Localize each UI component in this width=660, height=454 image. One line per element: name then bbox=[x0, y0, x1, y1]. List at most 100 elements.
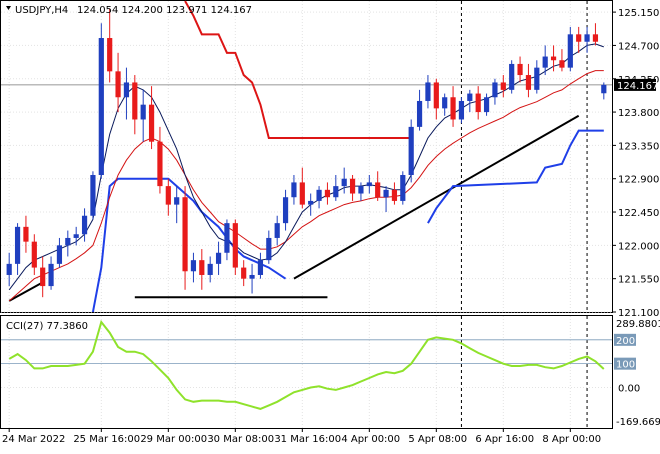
collapse-triangle-icon[interactable] bbox=[6, 6, 11, 10]
candle bbox=[56, 237, 63, 268]
candle-body bbox=[98, 38, 104, 176]
candle bbox=[400, 171, 406, 205]
candle bbox=[450, 86, 456, 127]
candle-body bbox=[450, 97, 456, 120]
candle-body bbox=[123, 82, 130, 98]
candle bbox=[542, 45, 548, 76]
price-tick-label: 124.700 bbox=[618, 41, 659, 52]
candle bbox=[107, 8, 113, 83]
candle bbox=[73, 226, 79, 246]
candle-body bbox=[483, 97, 490, 113]
candle-body bbox=[567, 34, 573, 68]
candle-body bbox=[165, 186, 171, 205]
cci-layer bbox=[1, 319, 612, 410]
candle bbox=[576, 26, 582, 53]
price-tick-label: 121.100 bbox=[618, 308, 659, 319]
candle bbox=[601, 82, 607, 100]
candle bbox=[98, 23, 104, 179]
candle bbox=[31, 234, 37, 275]
candle bbox=[190, 252, 197, 283]
cci-level-label: 100 bbox=[616, 360, 635, 371]
candle bbox=[567, 26, 573, 72]
cci-line bbox=[8, 319, 605, 410]
candle-body bbox=[584, 34, 590, 42]
candle-body bbox=[215, 252, 222, 264]
price-tick-label: 123.800 bbox=[618, 108, 659, 119]
candle-body bbox=[349, 178, 356, 194]
candle bbox=[291, 175, 297, 205]
candle-body bbox=[241, 267, 247, 279]
candle bbox=[366, 175, 372, 194]
candle-body bbox=[534, 67, 540, 90]
time-tick-label: 30 Mar 08:00 bbox=[207, 434, 274, 445]
candle-body bbox=[40, 267, 46, 287]
candle bbox=[442, 93, 448, 116]
candle-body bbox=[517, 63, 523, 76]
candle-body bbox=[525, 75, 532, 90]
cci-level-label: 0.00 bbox=[618, 383, 640, 394]
cci-level-label: 200 bbox=[616, 336, 635, 347]
candle-body bbox=[299, 182, 305, 205]
price-tick-label: 125.150 bbox=[618, 8, 659, 19]
candle bbox=[81, 208, 88, 242]
candle-body bbox=[458, 100, 465, 120]
candle bbox=[174, 186, 180, 224]
candle bbox=[375, 171, 381, 201]
candle bbox=[349, 175, 356, 201]
cci-bottom-label: -169.6698 bbox=[616, 417, 660, 428]
candle bbox=[249, 263, 255, 294]
candle-body bbox=[576, 34, 582, 42]
candle bbox=[467, 89, 473, 113]
candle-body bbox=[559, 60, 565, 68]
candle bbox=[274, 215, 280, 246]
candle bbox=[90, 171, 96, 220]
candle bbox=[266, 230, 272, 264]
candle-body bbox=[291, 182, 297, 198]
candle bbox=[584, 26, 590, 53]
time-tick-label: 29 Mar 00:00 bbox=[140, 434, 207, 445]
candle-body bbox=[207, 263, 213, 275]
time-tick-label: 6 Apr 16:00 bbox=[475, 434, 534, 445]
candle-body bbox=[592, 34, 599, 42]
cci-level-badge bbox=[614, 333, 636, 346]
candle bbox=[140, 89, 146, 142]
time-tick-label: 24 Mar 2022 bbox=[2, 434, 65, 445]
candle-body bbox=[358, 186, 364, 194]
current-price-badge bbox=[614, 78, 656, 91]
candle-body bbox=[442, 97, 448, 109]
cci-panel-frame bbox=[0, 315, 613, 429]
candle bbox=[383, 186, 389, 213]
candle bbox=[182, 186, 188, 290]
candle bbox=[509, 60, 515, 94]
candle-body bbox=[467, 93, 473, 101]
candle-body bbox=[257, 260, 264, 275]
candle bbox=[65, 230, 71, 257]
candle bbox=[215, 241, 222, 275]
candle-body bbox=[23, 226, 29, 242]
lower-step-line bbox=[427, 129, 604, 224]
candle-body bbox=[157, 141, 163, 187]
candle bbox=[458, 97, 465, 124]
candle bbox=[157, 126, 163, 194]
cci-top-label: 289.8801 bbox=[616, 319, 660, 330]
candle bbox=[132, 75, 138, 135]
candle-body bbox=[140, 104, 146, 120]
candle-body bbox=[232, 223, 238, 268]
trendline bbox=[293, 114, 580, 280]
candle-body bbox=[316, 189, 322, 201]
candle bbox=[14, 223, 21, 275]
candle bbox=[224, 219, 230, 261]
candle bbox=[40, 256, 46, 298]
candle-body bbox=[366, 182, 372, 187]
candle-body bbox=[48, 263, 54, 287]
candle-body bbox=[550, 56, 557, 61]
candle bbox=[282, 189, 289, 231]
candle-body bbox=[425, 82, 431, 101]
candle-body bbox=[65, 237, 71, 246]
candle-body bbox=[107, 38, 113, 72]
candle-body bbox=[56, 245, 63, 264]
candle-body bbox=[14, 226, 21, 264]
candle-body bbox=[182, 197, 188, 272]
candle-body bbox=[416, 100, 423, 127]
